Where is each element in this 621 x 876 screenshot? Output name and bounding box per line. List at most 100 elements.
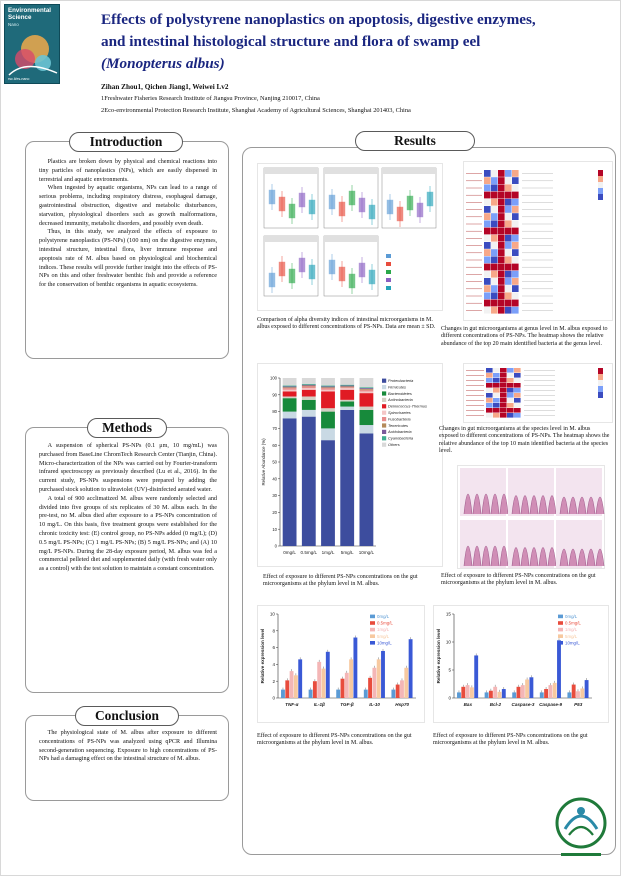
phylum-bar-segment: [282, 389, 297, 392]
histology-micrographs: [460, 468, 605, 568]
caption-immune: Effect of exposure to different PS-NPs c…: [257, 733, 412, 747]
genus-heatmap-cell: [512, 206, 519, 213]
phylum-bar-segment: [359, 406, 374, 410]
genus-heatmap-cell: [505, 263, 512, 271]
phylum-bar-segment: [282, 385, 297, 387]
species-heatmap-cell: [514, 398, 521, 403]
apoptosis-bar: [544, 689, 549, 698]
results-heading: Results: [355, 131, 475, 151]
genus-heatmap-cell: [505, 206, 512, 213]
genus-heatmap-cell: [512, 170, 519, 177]
apoptosis-y-tick-label: 5: [448, 668, 451, 673]
phylum-y-tick-label: 50: [272, 460, 277, 465]
apoptosis-legend-label: 10mg/L: [565, 640, 580, 645]
journal-title-line1: Environmental: [8, 7, 51, 14]
histology-villus: [529, 495, 539, 515]
apoptosis-legend-swatch: [558, 634, 563, 638]
genus-heatmap-cell: [491, 206, 498, 213]
histology-villus: [577, 548, 587, 567]
immune-bar: [321, 668, 326, 698]
phylum-bar-segment: [359, 393, 374, 407]
phylum-bar-segment: [301, 399, 316, 410]
genus-heatmap-cell: [491, 220, 498, 228]
phylum-legend-label: Fusobacteria: [388, 416, 411, 421]
genus-heatmap-cell: [491, 299, 498, 307]
genus-heatmap-cell: [484, 198, 491, 206]
phylum-legend-label: Others: [388, 442, 400, 447]
phylum-x-tick-label: 0mg/L: [283, 550, 296, 555]
genus-heatmap-cell: [498, 285, 505, 292]
phylum-bar-segment: [321, 391, 335, 409]
phylum-bar-segment: [321, 385, 335, 387]
apoptosis-bar: [584, 680, 589, 698]
species-heatmap-cell: [500, 378, 507, 383]
immune-bar: [317, 661, 322, 698]
species-heatmap-cell: [514, 388, 521, 393]
apoptosis-x-tick-label: Caspase-3: [512, 702, 535, 707]
genus-heatmap-cell: [484, 213, 491, 220]
genus-heatmap-cell: [505, 198, 512, 206]
phylum-legend-swatch: [382, 397, 387, 402]
genus-heatmap-cell: [484, 306, 491, 314]
species-heatmap-colorbar: [598, 386, 603, 392]
phylum-y-tick-label: 100: [270, 376, 278, 381]
histology-villus: [511, 495, 521, 515]
phylum-y-tick-label: 10: [272, 527, 277, 532]
phylum-legend-label: Spirochaetes: [388, 410, 411, 415]
phylum-y-tick-label: 70: [272, 426, 277, 431]
species-heatmap-cell: [493, 368, 500, 373]
phylum-bar-segment: [321, 387, 335, 389]
species-heatmap-cell: [486, 383, 493, 388]
genus-heatmap-cell: [498, 177, 505, 184]
genus-heatmap-colorbar: [598, 194, 603, 200]
immune-x-tick-label: IL-1β: [314, 702, 325, 707]
phylum-legend-swatch: [382, 436, 387, 441]
phylum-bar-segment: [282, 386, 297, 388]
genus-heatmap-cell: [491, 306, 498, 314]
histology-villus: [538, 495, 548, 515]
apoptosis-bar: [571, 684, 576, 698]
genus-heatmap-cell: [505, 249, 512, 256]
genus-heatmap-cell: [491, 234, 498, 242]
phylum-stacked-bar-chart: 0 10 20 30 40 50 60 70 80 90 100 Relative Abundance…: [261, 376, 427, 555]
histology-villus: [481, 493, 491, 515]
immune-bar: [293, 675, 298, 698]
genus-heatmap-cell: [512, 242, 519, 249]
phylum-bar-segment: [282, 396, 297, 399]
apoptosis-legend-label: 5mg/L: [565, 634, 578, 639]
histology-villus: [481, 545, 491, 567]
immune-bar: [336, 689, 341, 698]
phylum-bar-segment: [301, 383, 316, 385]
phylum-bar-segment: [359, 409, 374, 426]
phylum-legend-swatch: [382, 442, 387, 447]
species-heatmap-cell: [507, 373, 514, 378]
phylum-y-tick-label: 0: [275, 544, 278, 549]
poster-title: Effects of polystyrene nanoplastics on a…: [101, 9, 571, 75]
immune-gene-bar-chart: 0 2 4 6 8 10 Relative expression level TNF-α IL-…: [260, 612, 416, 707]
phylum-bar-segment: [359, 433, 374, 546]
phylum-bar-segment: [301, 378, 316, 384]
phylum-bar-segment: [340, 385, 355, 387]
histology-villus: [520, 495, 530, 515]
genus-heatmap-cell: [491, 227, 498, 235]
genus-heatmap-cell: [512, 256, 519, 264]
phylum-bar-segment: [282, 398, 297, 412]
apoptosis-bar: [474, 655, 479, 698]
species-heatmap-cell: [486, 378, 493, 383]
species-heatmap-cell: [507, 383, 514, 388]
histology-villus: [547, 495, 557, 515]
species-heatmap-cell: [486, 398, 493, 403]
genus-heatmap-cell: [484, 234, 491, 242]
histology-villus: [595, 548, 605, 567]
genus-heatmap-cell: [484, 177, 491, 184]
genus-heatmap-cell: [498, 256, 505, 264]
phylum-figure: 0 10 20 30 40 50 60 70 80 90 100 Relative Abundance…: [257, 363, 443, 567]
phylum-y-tick-label: 20: [272, 510, 277, 515]
genus-heatmap-cell: [484, 263, 491, 271]
genus-heatmap-cell: [512, 184, 519, 192]
genus-heatmap-cell: [491, 177, 498, 184]
phylum-legend-label: Acidobacteria: [387, 429, 412, 434]
caption-histology: Effect of exposure to different PS-NPs c…: [441, 573, 596, 587]
phylum-y-tick-label: 80: [272, 409, 277, 414]
introduction-heading: Introduction: [69, 132, 183, 152]
